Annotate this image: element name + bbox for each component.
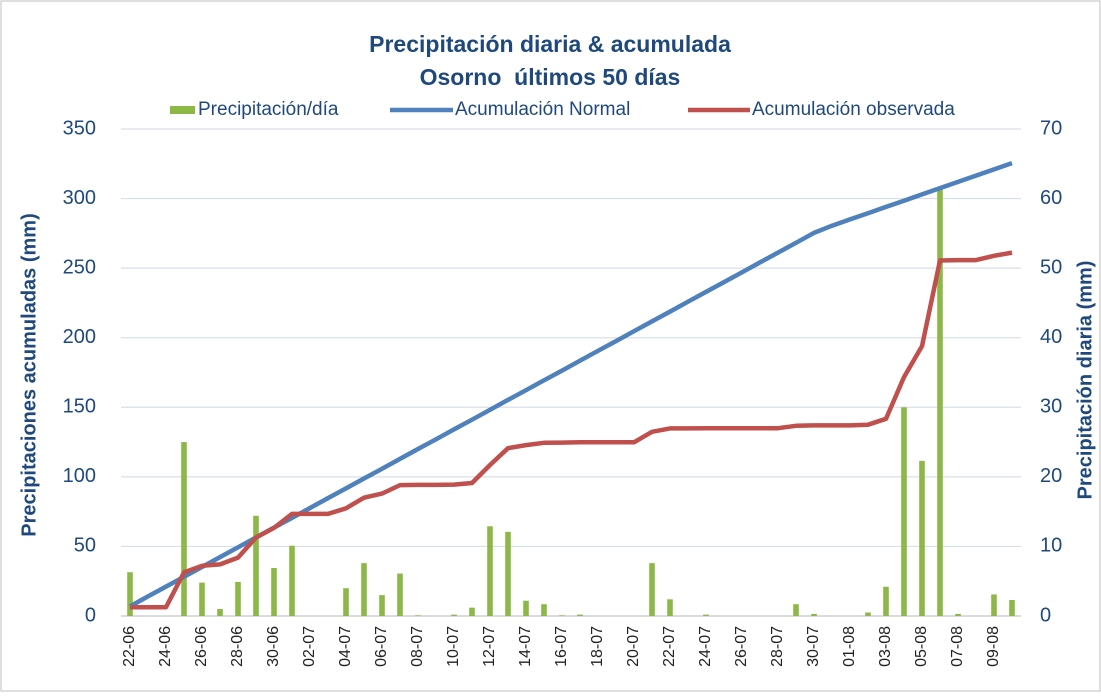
x-tick-label: 05-08 [913, 626, 930, 667]
x-tick-label: 06-07 [373, 626, 390, 667]
bar [469, 607, 475, 616]
bar [559, 615, 565, 616]
bar [415, 615, 421, 616]
y-tick-label: 350 [63, 117, 96, 139]
bar [181, 442, 187, 616]
x-tick-label: 22-06 [121, 626, 138, 667]
bar [127, 572, 133, 616]
x-tick-label: 30-07 [805, 626, 822, 667]
y-tick-label: 100 [63, 465, 96, 487]
x-tick-label: 01-08 [841, 626, 858, 667]
x-tick-label: 03-08 [877, 626, 894, 667]
bar [919, 460, 925, 616]
bar [397, 573, 403, 616]
bar [901, 407, 907, 616]
y-tick-label: 250 [63, 256, 96, 278]
x-tick-label: 08-07 [409, 626, 426, 667]
bar [505, 531, 511, 616]
bar [703, 614, 709, 616]
bar [811, 613, 817, 616]
x-tick-label: 28-07 [769, 626, 786, 667]
x-tick-label: 30-06 [265, 626, 282, 667]
x-tick-label: 12-07 [481, 626, 498, 667]
bar [649, 563, 655, 616]
legend-swatch [170, 106, 195, 114]
x-tick-label: 20-07 [625, 626, 642, 667]
bar [235, 581, 241, 616]
x-tick-label: 10-07 [445, 626, 462, 667]
x-tick-label: 16-07 [553, 626, 570, 667]
bar [991, 594, 997, 616]
line [130, 250, 1013, 610]
bar [523, 600, 529, 616]
y2-tick-label: 50 [1040, 256, 1062, 278]
bar [253, 515, 259, 616]
x-tick-label: 04-07 [337, 626, 354, 667]
bar [487, 526, 493, 616]
y2-tick-label: 70 [1040, 117, 1062, 139]
bar [217, 609, 223, 616]
x-tick-label: 14-07 [517, 626, 534, 667]
y2-tick-label: 20 [1040, 465, 1062, 487]
y-tick-label: 300 [63, 187, 96, 209]
y2-tick-label: 10 [1040, 535, 1062, 557]
y-tick-label: 50 [74, 535, 96, 557]
x-tick-label: 22-07 [661, 626, 678, 667]
x-tick-label: 18-07 [589, 626, 606, 667]
y2-tick-label: 40 [1040, 326, 1062, 348]
bar [937, 188, 943, 616]
legend-label: Acumulación observada [752, 99, 955, 120]
bar [955, 613, 961, 616]
x-tick-label: 09-08 [985, 626, 1002, 667]
bar [865, 612, 871, 616]
x-tick-label: 26-06 [193, 626, 210, 667]
bar [1009, 599, 1015, 616]
y-tick-label: 150 [63, 396, 96, 418]
bar [577, 614, 583, 616]
y2-tick-label: 0 [1040, 604, 1051, 626]
legend-label: Acumulación Normal [455, 99, 630, 120]
x-tick-label: 24-07 [697, 626, 714, 667]
chart-subtitle: Osorno últimos 50 días [420, 64, 681, 90]
y2-axis-title: Precipitación diaria (mm) [1074, 261, 1096, 500]
x-tick-label: 07-08 [949, 626, 966, 667]
bar [793, 604, 799, 616]
bar [271, 567, 277, 616]
y2-tick-label: 60 [1040, 187, 1062, 209]
x-tick-label: 28-06 [229, 626, 246, 667]
bar [667, 599, 673, 616]
bar [541, 604, 547, 616]
bar [379, 595, 385, 616]
y2-tick-label: 30 [1040, 396, 1062, 418]
y-axis-title: Precipitaciones acumuladas (mm) [18, 213, 40, 536]
bar [343, 588, 349, 616]
bar [289, 545, 295, 616]
legend-label: Precipitación/día [198, 99, 339, 120]
x-tick-label: 26-07 [733, 626, 750, 667]
bar [451, 614, 457, 616]
bar [199, 582, 205, 616]
x-tick-label: 24-06 [157, 626, 174, 667]
chart-title: Precipitación diaria & acumulada [369, 31, 731, 57]
y-tick-label: 200 [63, 326, 96, 348]
bar [883, 586, 889, 616]
y-tick-label: 0 [85, 604, 96, 626]
x-tick-label: 02-07 [301, 626, 318, 667]
bar [361, 563, 367, 616]
